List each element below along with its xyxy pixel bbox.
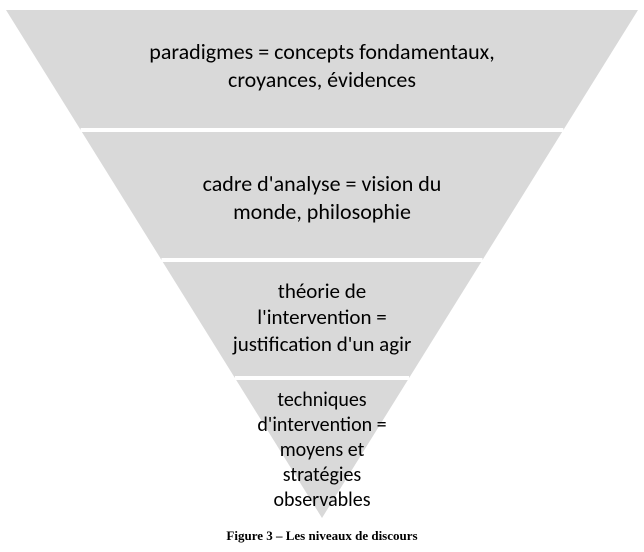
funnel-layer-line: moyens et: [0, 438, 644, 463]
funnel-layer-line: d'intervention =: [0, 413, 644, 438]
funnel-layer-3: théorie del'intervention =justification …: [0, 278, 644, 357]
funnel-layer-1: paradigmes = concepts fondamentaux,croya…: [0, 38, 644, 93]
funnel-layer-line: stratégies: [0, 463, 644, 488]
funnel-layer-line: monde, philosophie: [0, 198, 644, 226]
funnel-layer-line: techniques: [0, 388, 644, 413]
funnel-diagram: paradigmes = concepts fondamentaux,croya…: [0, 0, 644, 552]
funnel-layer-2: cadre d'analyse = vision dumonde, philos…: [0, 170, 644, 225]
figure-caption: Figure 3 – Les niveaux de discours: [0, 528, 644, 544]
funnel-layer-line: justification d'un agir: [0, 331, 644, 357]
funnel-layer-line: cadre d'analyse = vision du: [0, 170, 644, 198]
funnel-layer-line: théorie de: [0, 278, 644, 304]
funnel-layer-line: l'intervention =: [0, 304, 644, 330]
funnel-layer-4: techniquesd'intervention =moyens etstrat…: [0, 388, 644, 513]
funnel-layer-line: paradigmes = concepts fondamentaux,: [0, 38, 644, 66]
funnel-layer-line: observables: [0, 488, 644, 513]
funnel-layer-line: croyances, évidences: [0, 66, 644, 94]
